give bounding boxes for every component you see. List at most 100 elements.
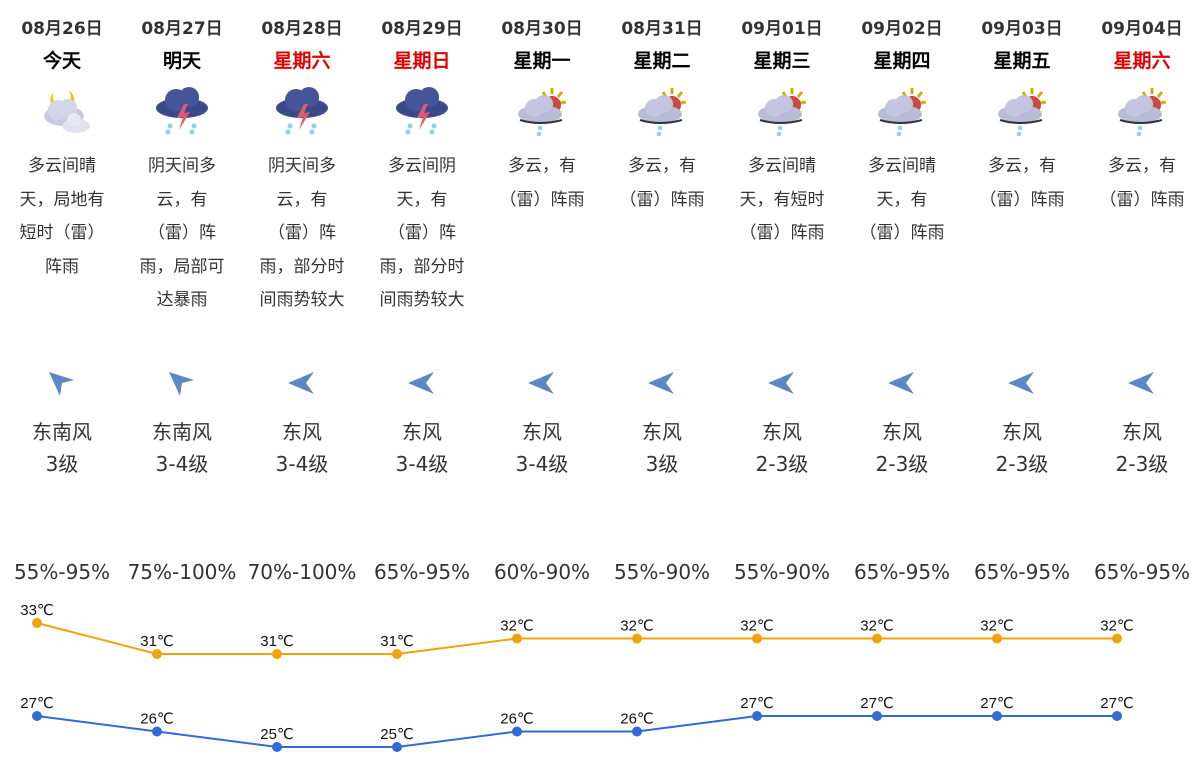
wind-direction: 东风 xyxy=(522,420,562,444)
low-temp-point xyxy=(632,726,642,737)
wind-direction-icon xyxy=(1128,372,1154,394)
high-temp-label: 32℃ xyxy=(620,618,654,635)
wind-direction: 东风 xyxy=(762,420,802,444)
forecast-day: 09月03日 星期五 多云，有（雷）阵雨 东风 2-3级 65%-95% xyxy=(962,0,1082,600)
high-temp-point xyxy=(992,633,1002,644)
high-temp-label: 32℃ xyxy=(1100,618,1134,635)
low-temp-point xyxy=(992,711,1002,721)
low-temp-label: 27℃ xyxy=(980,695,1014,712)
low-temp-point xyxy=(392,742,402,752)
sun-cloud-rain-icon xyxy=(518,88,567,137)
wind-level: 3-4级 xyxy=(155,452,209,476)
weather-description: 阴天间多云，有（雷）阵雨，部分时间雨势较大 xyxy=(259,156,345,310)
high-temp-point xyxy=(512,633,522,644)
high-temp-point xyxy=(752,633,762,644)
weather-description: 多云间晴天，局地有短时（雷）阵雨 xyxy=(19,156,105,277)
high-temp-point xyxy=(872,633,882,644)
forecast-day: 08月29日 星期日 多云间阴天，有（雷）阵雨，部分时间雨势较大 东风 3-4级 … xyxy=(362,0,482,600)
low-temp-label: 25℃ xyxy=(260,726,294,743)
humidity: 55%-90% xyxy=(613,560,711,584)
forecast-date: 08月30日 xyxy=(501,19,583,39)
low-temp-point xyxy=(152,726,162,737)
weather-description: 多云间晴天，有短时（雷）阵雨 xyxy=(739,156,825,243)
sun-cloud-rain-icon xyxy=(878,88,927,137)
forecast-weekday: 星期五 xyxy=(993,50,1051,72)
humidity: 75%-100% xyxy=(127,560,237,584)
sun-cloud-rain-icon xyxy=(998,88,1047,137)
wind-level: 2-3级 xyxy=(755,452,809,476)
wind-info: 东风 3级 xyxy=(602,416,722,480)
forecast-date: 09月04日 xyxy=(1101,19,1183,39)
wind-direction-icon xyxy=(408,372,434,394)
forecast-day: 08月30日 星期一 多云，有（雷）阵雨 东风 3-4级 60%-90% xyxy=(482,0,602,600)
forecast-day: 08月31日 星期二 多云，有（雷）阵雨 东风 3级 55%-90% xyxy=(602,0,722,600)
low-temp-point xyxy=(512,726,522,737)
wind-direction-icon xyxy=(1008,372,1034,394)
forecast-day: 09月04日 星期六 多云，有（雷）阵雨 东风 2-3级 65%-95% xyxy=(1082,0,1200,600)
wind-direction-icon xyxy=(648,372,674,394)
humidity: 70%-100% xyxy=(247,560,357,584)
thunderstorm-icon xyxy=(396,87,448,135)
high-temp-point xyxy=(1112,633,1122,644)
wind-level: 2-3级 xyxy=(1115,452,1169,476)
wind-info: 东风 3-4级 xyxy=(362,416,482,480)
high-temp-point xyxy=(632,633,642,644)
sun-cloud-rain-icon xyxy=(638,88,687,137)
forecast-day: 08月27日 明天 阴天间多云，有（雷）阵雨，局部可达暴雨 东南风 3-4级 75… xyxy=(122,0,242,600)
low-temp-label: 26℃ xyxy=(140,711,174,728)
wind-direction: 东风 xyxy=(282,420,322,444)
wind-direction-icon xyxy=(888,372,914,394)
low-temp-label: 26℃ xyxy=(620,711,654,728)
sun-cloud-rain-icon xyxy=(1118,88,1167,137)
low-temp-point xyxy=(1112,711,1122,721)
humidity: 60%-90% xyxy=(493,560,591,584)
low-temp-point xyxy=(32,711,42,721)
forecast-weekday: 星期四 xyxy=(873,50,931,72)
forecast-day: 09月02日 星期四 多云间晴天，有（雷）阵雨 东风 2-3级 65%-95% xyxy=(842,0,962,600)
wind-info: 东风 2-3级 xyxy=(962,416,1082,480)
wind-direction: 东风 xyxy=(1002,420,1042,444)
forecast-day: 08月28日 星期六 阴天间多云，有（雷）阵雨，部分时间雨势较大 东风 3-4级 … xyxy=(242,0,362,600)
forecast-date: 09月02日 xyxy=(861,19,943,39)
moon-cloud-icon xyxy=(44,90,90,133)
humidity: 65%-95% xyxy=(373,560,471,584)
high-temp-label: 32℃ xyxy=(740,618,774,635)
wind-info: 东南风 3-4级 xyxy=(122,416,242,480)
high-temp-label: 33℃ xyxy=(20,602,54,619)
forecast-weekday: 明天 xyxy=(162,50,201,72)
forecast-weekday: 星期日 xyxy=(393,50,451,72)
high-temp-label: 31℃ xyxy=(260,633,294,650)
wind-level: 3级 xyxy=(45,452,79,476)
weather-description: 多云间晴天，有（雷）阵雨 xyxy=(859,156,945,243)
forecast-date: 08月28日 xyxy=(261,19,343,39)
wind-info: 东风 2-3级 xyxy=(1082,416,1200,480)
low-temp-label: 27℃ xyxy=(1100,695,1134,712)
humidity: 65%-95% xyxy=(853,560,951,584)
humidity: 55%-95% xyxy=(13,560,111,584)
wind-info: 东南风 3级 xyxy=(2,416,122,480)
high-temp-label: 31℃ xyxy=(140,633,174,650)
humidity: 65%-95% xyxy=(1093,560,1191,584)
high-temp-label: 31℃ xyxy=(380,633,414,650)
wind-level: 3级 xyxy=(645,452,679,476)
low-temp-label: 26℃ xyxy=(500,711,534,728)
weather-description: 多云，有（雷）阵雨 xyxy=(499,156,585,210)
high-temp-line xyxy=(36,622,1117,655)
wind-direction-icon xyxy=(288,372,314,394)
wind-level: 2-3级 xyxy=(875,452,929,476)
wind-direction-icon xyxy=(169,372,194,396)
temperature-chart: 33℃ 31℃ 31℃ 31℃ 32℃ 32℃ 32℃ 32℃ 32℃ 32℃ 27℃ 26℃ 25℃ 2… xyxy=(20,602,1134,752)
weather-description: 多云，有（雷）阵雨 xyxy=(1099,156,1185,210)
weather-description: 阴天间多云，有（雷）阵雨，局部可达暴雨 xyxy=(139,156,225,310)
forecast-date: 08月29日 xyxy=(381,19,463,39)
forecast-weekday: 星期三 xyxy=(753,50,811,72)
forecast-weekday: 星期二 xyxy=(633,50,691,72)
wind-direction-icon xyxy=(768,372,794,394)
sun-cloud-rain-icon xyxy=(758,88,807,137)
forecast-weekday: 星期六 xyxy=(1113,50,1171,72)
low-temp-label: 27℃ xyxy=(860,695,894,712)
low-temp-point xyxy=(272,742,282,752)
wind-info: 东风 3-4级 xyxy=(482,416,602,480)
high-temp-point xyxy=(272,649,282,659)
humidity: 65%-95% xyxy=(973,560,1071,584)
